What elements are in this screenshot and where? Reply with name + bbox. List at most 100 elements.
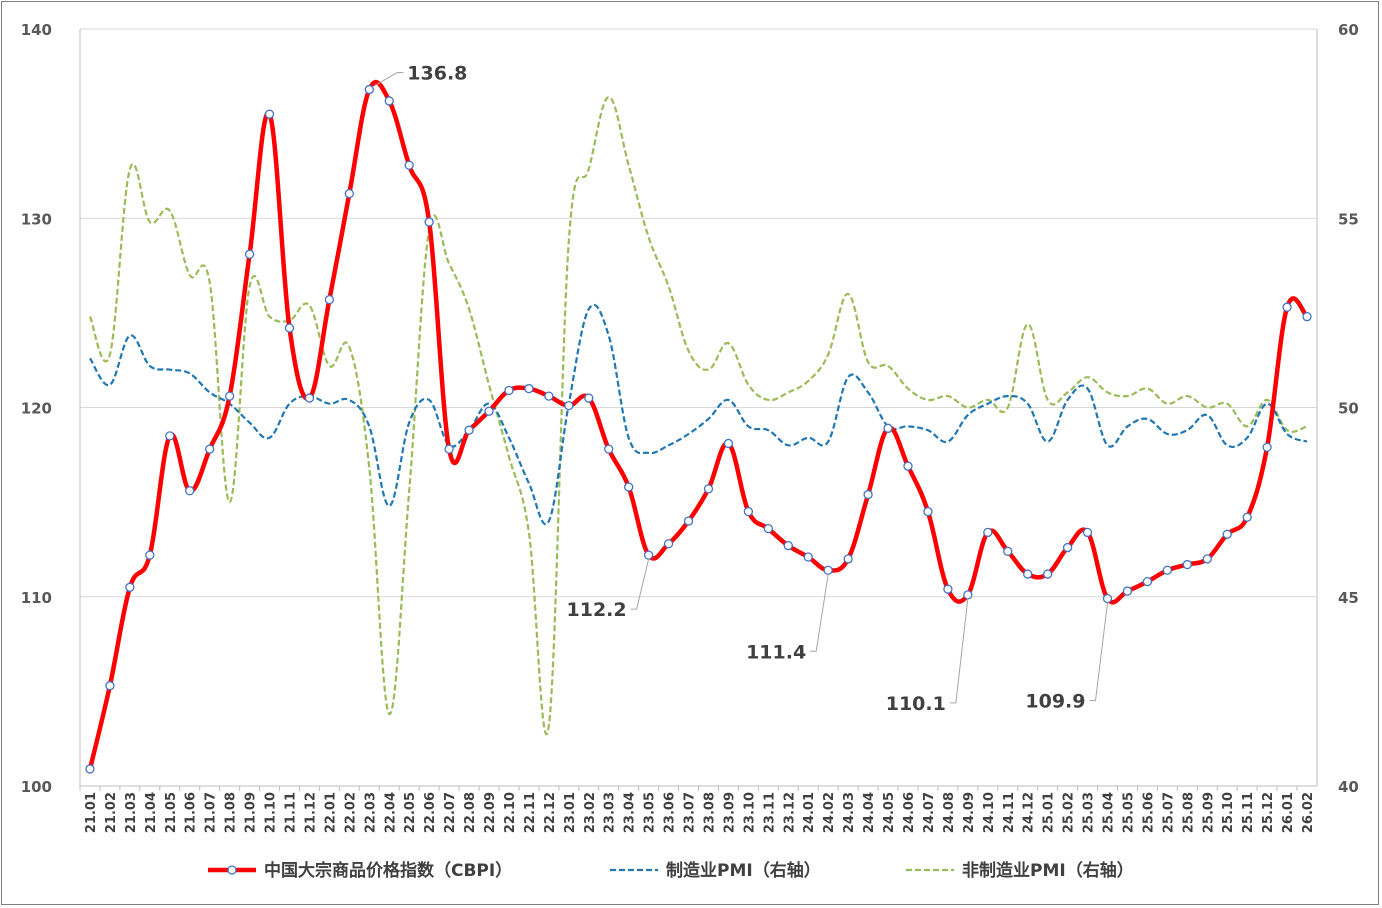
x-tick-label: 24.08: [942, 792, 957, 833]
data-point: [624, 482, 634, 492]
data-point: [1043, 569, 1053, 579]
annotation-leader: [949, 598, 969, 704]
x-tick-label: 25.07: [1161, 792, 1176, 833]
data-point: [1082, 527, 1093, 538]
x-tick-label: 23.03: [603, 792, 618, 833]
legend-label-2: 非制造业PMI（右轴）: [962, 860, 1134, 881]
x-tick-label: 22.03: [363, 792, 378, 833]
x-tick-label: 23.05: [643, 792, 658, 833]
x-tick-label: 25.01: [1042, 792, 1057, 833]
axes: [79, 29, 1318, 791]
data-point: [783, 541, 793, 551]
series-markers: [85, 84, 1312, 774]
data-point: [604, 444, 614, 454]
y-left-tick-label: 140: [21, 21, 52, 39]
data-point: [264, 109, 275, 119]
x-tick-label: 22.01: [323, 792, 338, 833]
legend-label-1: 制造业PMI（右轴）: [666, 860, 821, 881]
data-point: [85, 764, 95, 774]
x-tick-label: 22.10: [503, 792, 518, 833]
x-tick-label: 23.02: [583, 792, 598, 833]
x-tick-label: 22.07: [443, 792, 458, 833]
x-tick-label: 21.01: [84, 792, 99, 833]
x-tick-label: 24.11: [1002, 792, 1017, 833]
annotation-leader: [810, 574, 829, 652]
x-tick-label: 21.05: [164, 792, 179, 833]
data-point: [444, 444, 454, 454]
y-right-tick-label: 55: [1338, 210, 1359, 228]
x-tick-label: 25.09: [1201, 792, 1216, 833]
data-point: [663, 539, 674, 549]
data-point: [165, 431, 175, 441]
data-point: [703, 484, 714, 494]
x-tick-label: 25.04: [1102, 792, 1117, 833]
data-point: [883, 423, 893, 433]
x-tick-label: 21.07: [204, 792, 219, 833]
x-tick-label: 25.12: [1261, 792, 1276, 833]
x-tick-label: 24.04: [862, 792, 877, 833]
x-tick-label: 25.11: [1241, 792, 1256, 833]
x-tick-label: 21.10: [264, 792, 279, 833]
annotation-leader: [630, 558, 650, 610]
data-point: [384, 96, 394, 106]
x-tick-label: 24.06: [902, 792, 917, 833]
x-tick-label: 23.08: [702, 792, 717, 833]
data-point: [843, 554, 853, 564]
x-tick-label: 24.10: [982, 792, 997, 833]
data-point: [1023, 569, 1033, 579]
data-point: [424, 217, 434, 227]
x-tick-label: 21.08: [224, 792, 239, 833]
data-point: [1302, 312, 1312, 322]
x-axis-ticks: 21.01 21.02 21.03 21.04 21.05 21.06 21.07 21.08…: [84, 792, 1316, 833]
data-point: [1162, 565, 1173, 575]
x-tick-label: 25.10: [1221, 792, 1236, 833]
y-right-tick-label: 45: [1338, 589, 1359, 607]
annotation-label: 111.4: [746, 641, 806, 663]
data-point: [544, 391, 554, 401]
data-point: [963, 590, 973, 600]
x-tick-label: 25.02: [1062, 792, 1077, 833]
data-point: [344, 188, 354, 199]
y-right-tick-label: 40: [1338, 778, 1359, 796]
legend: 中国大宗商品价格指数（CBPI） 制造业PMI（右轴） 非制造业PMI（右轴）: [208, 860, 1134, 881]
annotation-leader: [371, 72, 404, 88]
x-tick-label: 24.01: [802, 792, 817, 833]
data-point: [284, 323, 295, 333]
data-point: [823, 565, 833, 575]
data-point: [683, 516, 694, 526]
x-tick-label: 24.02: [822, 792, 837, 833]
data-point: [125, 582, 135, 592]
data-point: [1122, 586, 1133, 596]
x-tick-label: 21.02: [104, 792, 119, 833]
x-tick-label: 23.09: [722, 792, 737, 833]
data-point: [863, 489, 873, 500]
data-point: [743, 506, 754, 517]
annotation-label: 110.1: [886, 693, 946, 715]
x-tick-label: 24.05: [882, 792, 897, 833]
x-tick-label: 25.03: [1082, 792, 1097, 833]
x-tick-label: 23.01: [563, 792, 578, 833]
x-tick-label: 25.05: [1121, 792, 1136, 833]
x-tick-label: 21.03: [124, 792, 139, 833]
data-point: [464, 425, 474, 435]
data-point: [1262, 442, 1272, 452]
data-point: [105, 681, 115, 691]
data-point: [564, 400, 574, 411]
data-point: [923, 506, 933, 517]
data-point: [145, 550, 155, 560]
x-tick-label: 22.05: [403, 792, 418, 833]
x-tick-label: 21.06: [184, 792, 199, 833]
data-point: [1182, 559, 1192, 570]
data-point: [643, 550, 654, 560]
data-point: [763, 523, 773, 534]
data-point: [723, 438, 734, 449]
data-point: [524, 383, 534, 394]
data-point: [1202, 554, 1212, 564]
x-tick-label: 25.08: [1181, 792, 1196, 833]
y-left-tick-label: 110: [21, 589, 52, 607]
y-left-tick-label: 120: [21, 400, 52, 418]
x-tick-label: 22.12: [543, 792, 558, 833]
annotation-leader: [1089, 602, 1109, 702]
